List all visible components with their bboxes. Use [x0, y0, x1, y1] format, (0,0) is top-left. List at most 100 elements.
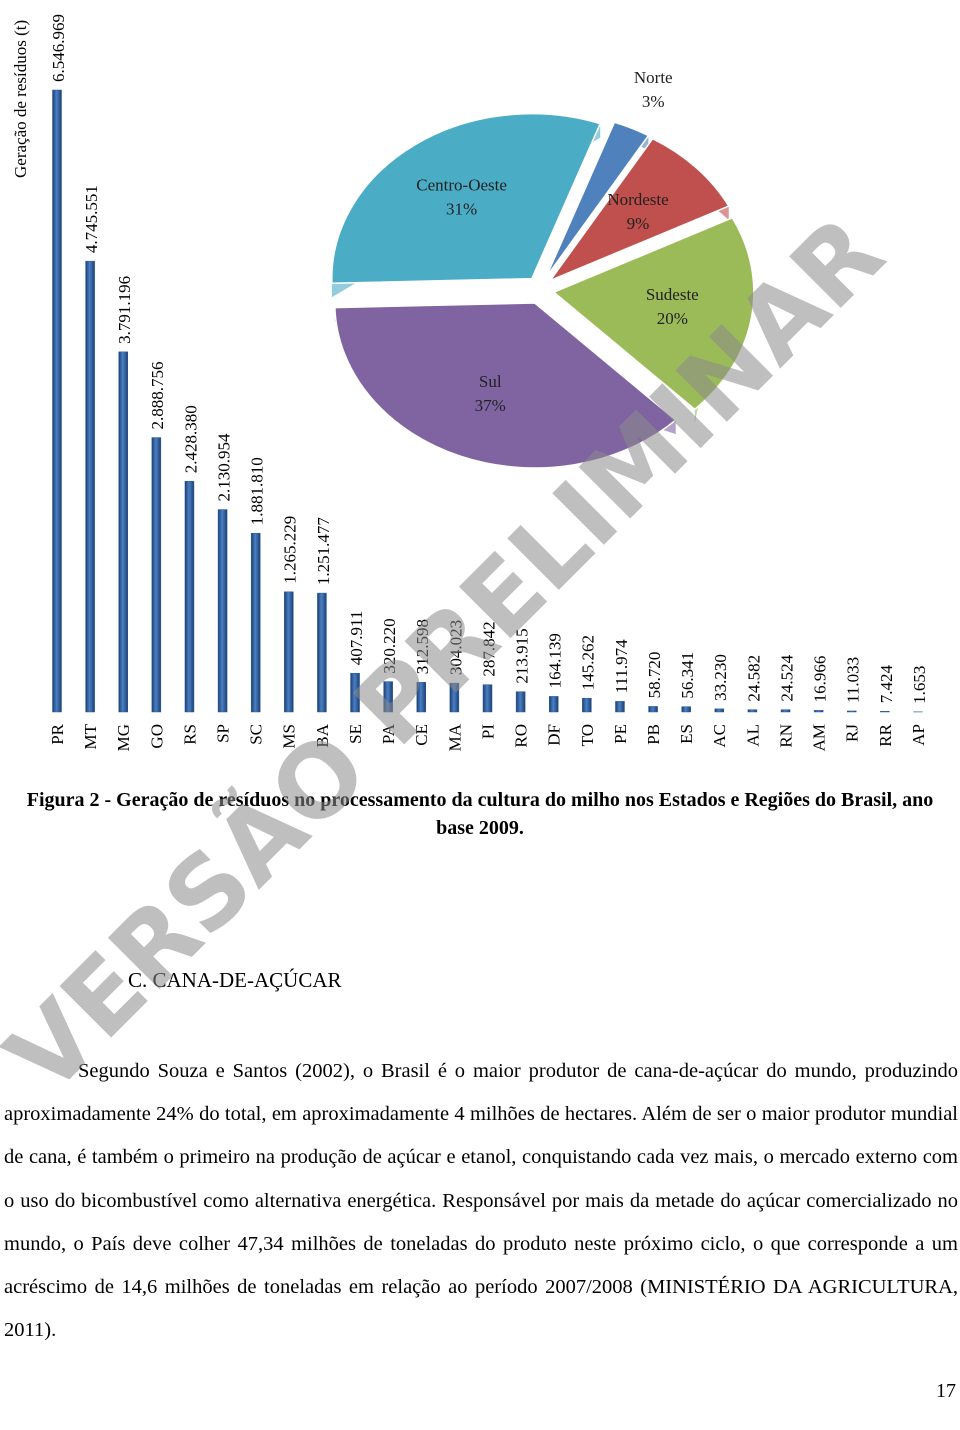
pie-slice [552, 216, 755, 411]
x-tick-label: RO [512, 724, 531, 748]
chart: Geração de resíduos (t) 6.546.969 PR 4.745… [11, 14, 929, 751]
x-tick-label: ES [677, 724, 696, 744]
bar [813, 710, 824, 713]
pie-value-label: 9% [627, 214, 650, 233]
value-label: 145.262 [579, 635, 598, 690]
value-label: 407.911 [347, 611, 366, 666]
x-tick-label: PE [611, 724, 630, 744]
value-label: 213.915 [513, 628, 532, 683]
x-tick-label: TO [578, 724, 597, 746]
value-label: 2.888.756 [148, 362, 167, 430]
bar [317, 592, 327, 713]
x-tick-label: PA [379, 723, 398, 744]
pie-label: Nordeste 9% [607, 190, 668, 233]
pie-slice [548, 137, 730, 283]
pie-label: Sul 37% [475, 372, 506, 415]
value-label: 1.265.229 [281, 516, 300, 584]
bar [780, 709, 791, 713]
value-label: 2.130.954 [214, 433, 233, 501]
bar [250, 532, 261, 713]
pie-value-label: 37% [475, 396, 506, 415]
bar [184, 481, 195, 713]
bar [648, 706, 658, 713]
x-tick-label: RS [180, 724, 199, 745]
bar [217, 509, 228, 713]
value-label: 3.791.196 [115, 276, 134, 344]
value-label: 111.974 [612, 639, 631, 693]
value-label: 24.524 [777, 654, 796, 701]
value-label: 58.720 [645, 652, 664, 699]
x-tick-label: MA [445, 723, 464, 751]
bar [548, 696, 559, 713]
x-tick-label: BA [313, 723, 332, 747]
bar [615, 701, 625, 713]
value-label: 1.251.477 [314, 517, 333, 586]
value-label: 287.842 [479, 621, 498, 676]
pie-category: Nordeste [607, 190, 668, 209]
pie-value-label: 20% [657, 309, 688, 328]
value-label: 304.023 [446, 620, 465, 675]
x-tick-label: PI [478, 724, 497, 739]
x-tick-label: CE [412, 724, 431, 746]
x-tick-label: RR [876, 723, 895, 746]
value-label: 11.033 [844, 657, 863, 703]
value-label: 24.582 [744, 655, 763, 702]
pie-value-label: 31% [446, 199, 477, 218]
x-tick-label: MG [114, 724, 133, 751]
bar [681, 706, 691, 713]
bar [747, 709, 758, 713]
figure-caption: Figura 2 - Geração de resíduos no proces… [26, 789, 934, 839]
pie-category: Centro-Oeste [416, 175, 507, 194]
x-tick-label: GO [147, 724, 166, 749]
value-label: 312.598 [413, 619, 432, 674]
value-label: 164.139 [546, 633, 565, 688]
bar [350, 672, 360, 713]
bar [151, 437, 162, 713]
bar [847, 710, 857, 713]
value-label: 33.230 [711, 654, 730, 701]
x-tick-label: RJ [843, 724, 862, 742]
x-tick-label: SP [213, 724, 232, 743]
bar [416, 682, 427, 713]
x-tick-label: MT [81, 723, 100, 749]
y-axis-title: Geração de resíduos (t) [11, 20, 30, 178]
pie-label: Norte 3% [634, 68, 673, 111]
pie-category: Norte [634, 68, 673, 87]
x-tick-label: SE [346, 724, 365, 744]
pie-value-label: 3% [642, 92, 665, 111]
pie-slice [545, 121, 650, 278]
section-heading: C. CANA-DE-AÇÚCAR [128, 968, 342, 992]
pie-label: Centro-Oeste 31% [416, 175, 507, 218]
value-label: 2.428.380 [181, 405, 200, 473]
page-number: 17 [936, 1380, 956, 1402]
value-label: 16.966 [811, 656, 830, 703]
pie-category: Sul [479, 372, 502, 391]
bar [482, 684, 493, 713]
pie-label: Sudeste 20% [646, 285, 699, 328]
value-label: 320.220 [380, 618, 399, 673]
bar [118, 351, 128, 713]
bar [880, 711, 890, 713]
value-label: 1.653 [910, 666, 929, 704]
x-tick-label: RN [776, 724, 795, 748]
bar [284, 591, 294, 713]
pie-slice [331, 112, 602, 285]
x-tick-label: AM [810, 724, 829, 751]
x-tick-label: AL [743, 724, 762, 747]
value-label: 4.745.551 [82, 185, 101, 253]
value-label: 1.881.810 [248, 457, 267, 525]
x-tick-label: PB [644, 724, 663, 745]
pie-slice [334, 302, 677, 469]
x-tick-label: DF [545, 724, 564, 746]
x-tick-label: PR [48, 723, 67, 744]
x-tick-label: AP [909, 724, 928, 746]
bar [515, 691, 526, 713]
value-label: 6.546.969 [49, 14, 68, 82]
bar [582, 697, 592, 713]
value-label: 7.424 [877, 665, 896, 704]
value-label: 56.341 [678, 652, 697, 699]
x-tick-label: SC [247, 724, 266, 745]
bar [383, 681, 393, 713]
pie-category: Sudeste [646, 285, 699, 304]
